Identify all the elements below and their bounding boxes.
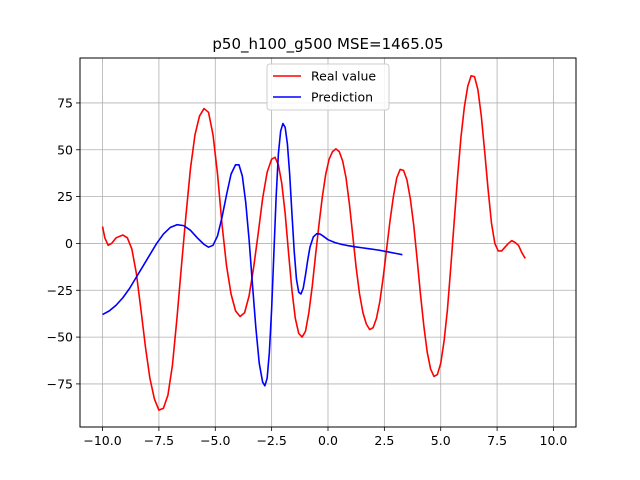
y-tick-label: −75	[47, 376, 73, 391]
grid-lines	[80, 58, 576, 427]
x-tick-label: −7.5	[144, 433, 174, 448]
x-tick-label: −10.0	[83, 433, 121, 448]
chart-title: p50_h100_g500 MSE=1465.05	[212, 35, 443, 54]
y-tick-label: −50	[47, 330, 73, 345]
x-tick-label: 10.0	[540, 433, 568, 448]
legend: Real value Prediction	[266, 63, 390, 111]
x-tick-label: −5.0	[200, 433, 230, 448]
y-tick-label: 50	[57, 142, 73, 157]
series-line-prediction	[102, 122, 403, 387]
y-tick-label: −25	[47, 283, 73, 298]
y-tick-label: 25	[57, 189, 73, 204]
series-line-real-value	[101, 74, 526, 411]
legend-label: Prediction	[311, 90, 373, 105]
x-tick-label: 2.5	[374, 433, 394, 448]
y-tick-label: 75	[57, 95, 73, 110]
axis-ticks: −10.0 −7.5 −5.0 −2.5 0.0 2.5 5.0 7.5 10.0 −75 −50 −…	[47, 95, 568, 448]
legend-label: Real value	[311, 69, 376, 84]
x-tick-label: 7.5	[487, 433, 507, 448]
x-tick-label: 0.0	[318, 433, 338, 448]
x-tick-label: −2.5	[256, 433, 286, 448]
x-tick-label: 5.0	[431, 433, 451, 448]
series-lines	[101, 74, 526, 411]
y-tick-label: 0	[65, 236, 73, 251]
